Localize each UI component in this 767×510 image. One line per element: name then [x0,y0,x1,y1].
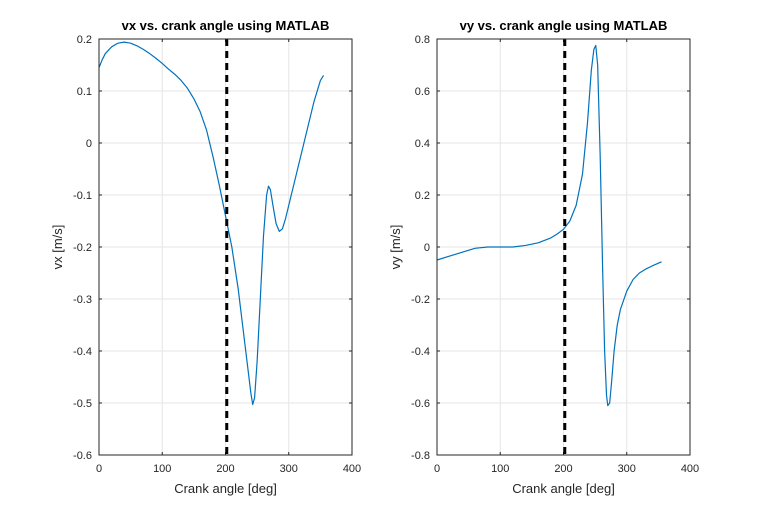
vx-y-tick-label: -0.4 [73,346,92,358]
vy-y-axis-label: vy [m/s] [388,225,403,270]
vx-y-tick-label: -0.1 [73,190,92,202]
vy-chart-title: vy vs. crank angle using MATLAB [460,18,668,33]
vy-x-tick-label: 100 [491,463,509,475]
vy-x-axis-label: Crank angle [deg] [512,481,615,496]
vy-y-tick-label: -0.2 [411,294,430,306]
vy-y-tick-label: 0 [424,242,430,254]
vy-x-tick-label: 300 [618,463,636,475]
vy-y-tick-label: -0.4 [411,346,430,358]
vy-x-tick-label: 200 [554,463,572,475]
vx-chart: 0 100 200 300 400 -0.6 -0.5 -0.4 -0.3 -0.2 -0.1 0 0.… [50,18,361,496]
vy-y-tick-label: 0.2 [415,190,430,202]
vy-y-tick-label: -0.6 [411,398,430,410]
vx-x-tick-label: 400 [343,463,361,475]
vx-y-tick-label: -0.3 [73,294,92,306]
vx-chart-title: vx vs. crank angle using MATLAB [122,18,330,33]
vx-y-tick-label: -0.2 [73,242,92,254]
vy-x-tick-label: 400 [681,463,699,475]
vy-y-tick-label: 0.8 [415,34,430,46]
vx-x-axis-label: Crank angle [deg] [174,481,277,496]
vx-x-tick-label: 300 [280,463,298,475]
vy-y-tick-label: 0.4 [415,138,430,150]
vy-x-tick-label: 0 [434,463,440,475]
vx-y-axis-label: vx [m/s] [50,225,65,270]
vy-series-line [436,44,662,407]
vx-x-tick-label: 100 [153,463,171,475]
vy-chart: 0 100 200 300 400 -0.8 -0.6 -0.4 -0.2 0 0.2 0.4 0.6 0… [388,18,699,496]
vy-axes-box [436,38,691,456]
vy-y-tick-label: -0.8 [411,450,430,462]
vx-y-tick-label: 0.1 [77,86,92,98]
vx-series-line [98,41,325,406]
vx-x-tick-label: 0 [96,463,102,475]
vx-y-tick-label: 0 [86,138,92,150]
vx-y-tick-label: 0.2 [77,34,92,46]
vy-y-tick-label: 0.6 [415,86,430,98]
vx-y-tick-label: -0.5 [73,398,92,410]
vx-y-tick-label: -0.6 [73,450,92,462]
vx-axes-box [98,38,353,456]
vx-x-tick-label: 200 [216,463,234,475]
